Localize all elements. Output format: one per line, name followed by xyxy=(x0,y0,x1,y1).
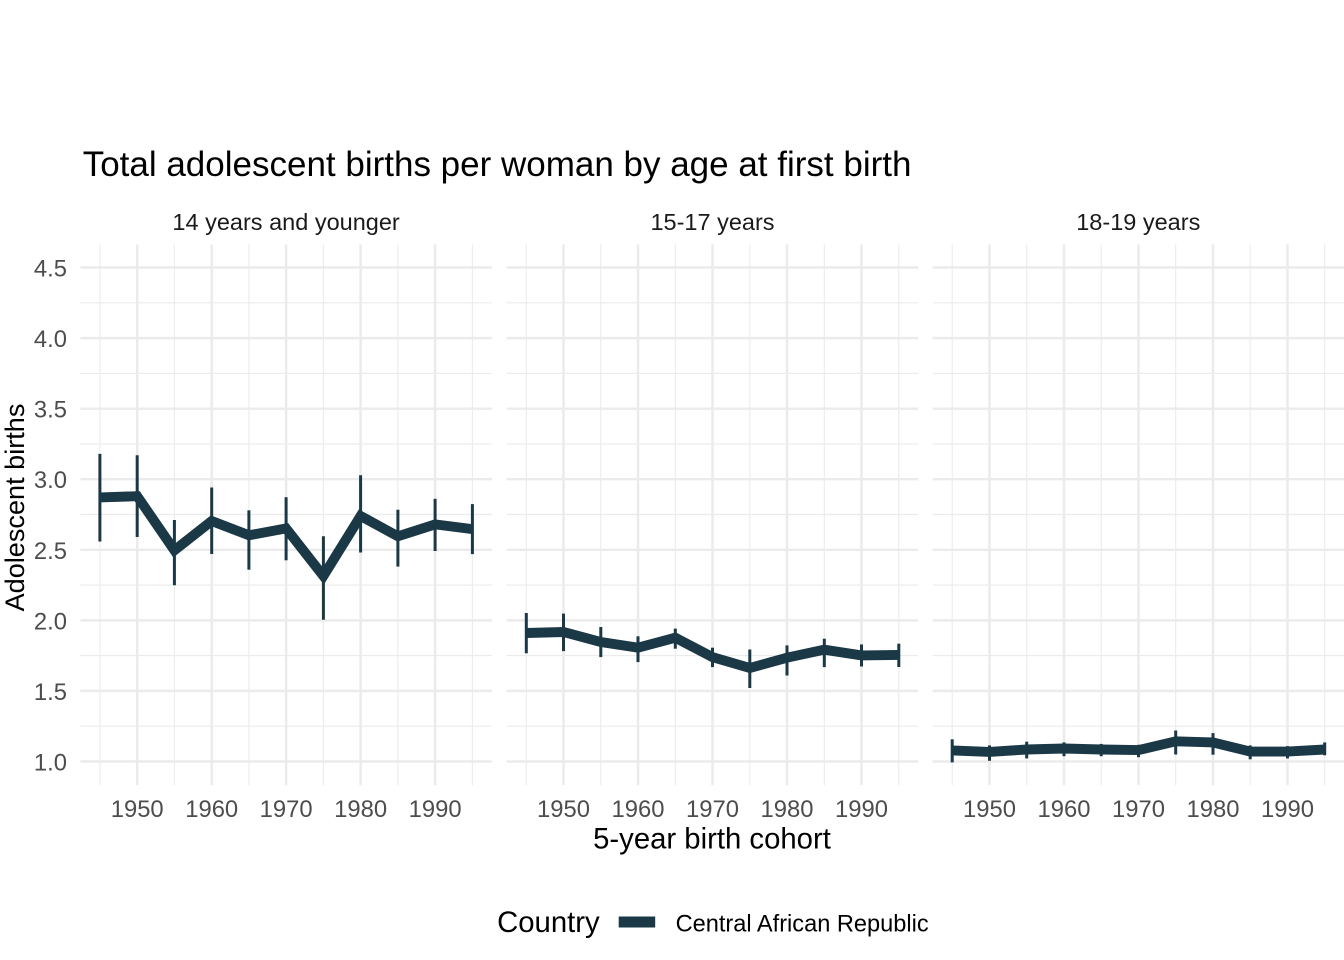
svg-text:5-year birth cohort: 5-year birth cohort xyxy=(593,823,831,856)
svg-text:15-17 years: 15-17 years xyxy=(650,209,774,235)
svg-text:18-19 years: 18-19 years xyxy=(1076,209,1200,235)
svg-text:1950: 1950 xyxy=(537,796,590,823)
svg-text:1990: 1990 xyxy=(1261,796,1314,823)
svg-text:2.0: 2.0 xyxy=(34,608,67,635)
svg-text:Adolescent births: Adolescent births xyxy=(0,404,30,612)
svg-text:4.5: 4.5 xyxy=(34,256,67,283)
svg-text:1970: 1970 xyxy=(1112,796,1165,823)
svg-text:14 years and younger: 14 years and younger xyxy=(172,209,399,235)
svg-text:1980: 1980 xyxy=(334,796,387,823)
svg-text:1950: 1950 xyxy=(963,796,1016,823)
svg-text:1960: 1960 xyxy=(1038,796,1091,823)
svg-text:1970: 1970 xyxy=(260,796,313,823)
svg-text:Total adolescent births per wo: Total adolescent births per woman by age… xyxy=(83,145,912,184)
svg-text:3.5: 3.5 xyxy=(34,397,67,424)
svg-text:4.0: 4.0 xyxy=(34,326,67,353)
svg-text:2.5: 2.5 xyxy=(34,538,67,565)
svg-text:1.0: 1.0 xyxy=(34,750,67,777)
svg-text:1990: 1990 xyxy=(835,796,888,823)
svg-text:1960: 1960 xyxy=(185,796,238,823)
svg-text:Country: Country xyxy=(497,906,600,939)
svg-text:1950: 1950 xyxy=(111,796,164,823)
svg-text:1970: 1970 xyxy=(686,796,739,823)
svg-text:1960: 1960 xyxy=(612,796,665,823)
svg-text:3.0: 3.0 xyxy=(34,467,67,494)
svg-text:1980: 1980 xyxy=(761,796,814,823)
svg-text:Central African Republic: Central African Republic xyxy=(676,911,929,937)
svg-text:1980: 1980 xyxy=(1187,796,1240,823)
svg-text:1.5: 1.5 xyxy=(34,679,67,706)
svg-text:1990: 1990 xyxy=(409,796,462,823)
